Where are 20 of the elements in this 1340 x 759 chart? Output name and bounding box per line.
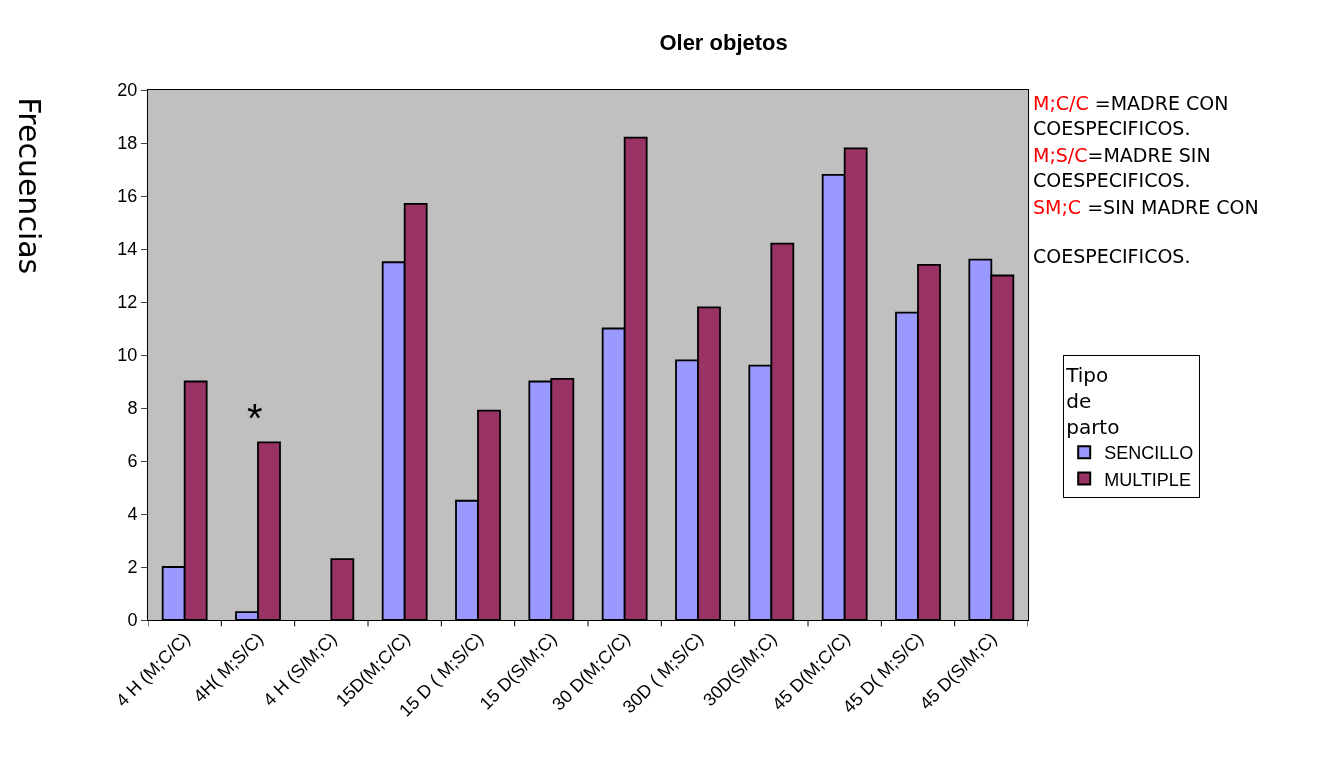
text: M;C/C =MADRE CON COESPECIFICOS. <box>1033 92 1229 139</box>
y-tick-label: 10 <box>117 345 138 366</box>
y-tick-label: 0 <box>127 610 138 631</box>
y-tick-label: 6 <box>127 451 138 472</box>
text: SM;C =SIN MADRE CON COESPECIFICOS. <box>1033 196 1259 268</box>
y-tick-label: 8 <box>127 398 138 419</box>
y-tick-label: 2 <box>127 557 138 578</box>
y-axis-title: Frecuencias <box>11 97 47 275</box>
y-tick-label: 20 <box>117 80 138 101</box>
annotation: * <box>247 396 263 440</box>
legend-label: SENCILLO <box>1104 443 1194 464</box>
text: M;S/C=MADRE SIN COESPECIFICOS. <box>1033 144 1211 191</box>
y-tick-label: 4 <box>127 504 138 525</box>
y-tick-label: 18 <box>117 133 138 154</box>
y-tick-label: 14 <box>117 239 138 260</box>
y-tick-label: 16 <box>117 186 138 207</box>
legend-title: Tipo de parto <box>1065 363 1120 439</box>
chart-title: Oler objetos <box>659 29 788 55</box>
y-tick-label: 12 <box>117 292 138 313</box>
legend-label: MULTIPLE <box>1104 469 1191 490</box>
